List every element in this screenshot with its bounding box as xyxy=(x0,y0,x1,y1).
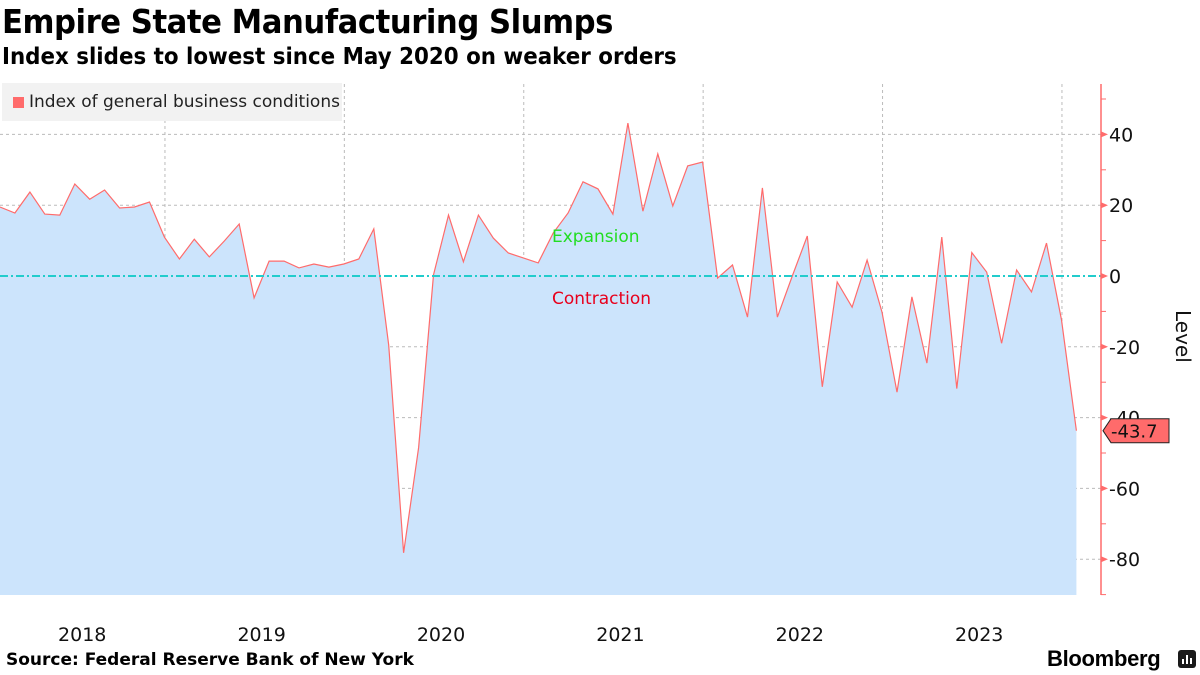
last-value-label-background xyxy=(1102,418,1170,444)
x-tick-label: 2021 xyxy=(596,624,644,646)
y-axis-title: Level xyxy=(1171,310,1195,363)
x-tick-label: 2022 xyxy=(776,624,824,646)
legend: Index of general business conditions xyxy=(2,83,342,121)
x-tick-label: 2018 xyxy=(58,624,106,646)
y-tick-label: 20 xyxy=(1109,195,1133,217)
y-tick-marker xyxy=(1101,556,1108,563)
last-value-label-text: -43.7 xyxy=(1111,422,1158,443)
y-tick-marker xyxy=(1101,485,1108,492)
legend-label: Index of general business conditions xyxy=(29,92,340,112)
y-tick-marker xyxy=(1101,131,1108,138)
area-layer xyxy=(0,122,1077,595)
x-tick-label: 2019 xyxy=(237,624,285,646)
y-tick-marker xyxy=(1101,343,1108,350)
source-note: Source: Federal Reserve Bank of New York xyxy=(6,650,414,670)
x-tick-label: 2023 xyxy=(955,624,1003,646)
y-tick-label: 0 xyxy=(1109,266,1121,288)
brand-logo: Bloomberg xyxy=(1047,646,1161,671)
x-tick-label: 2020 xyxy=(417,624,465,646)
legend-swatch xyxy=(13,97,24,108)
series-area xyxy=(0,123,1077,595)
y-tick-marker xyxy=(1101,202,1108,209)
y-tick-marker xyxy=(1101,273,1108,279)
y-tick-marker xyxy=(1101,414,1108,421)
bloomberg-chart-icon xyxy=(1178,650,1196,668)
last-value-label: -43.7 xyxy=(1102,418,1170,444)
y-tick-label: -60 xyxy=(1109,478,1140,500)
chart-title: Empire State Manufacturing Slumps xyxy=(2,2,613,41)
y-tick-label: 40 xyxy=(1109,124,1133,146)
x-axis-labels: 2018 2019 2020 2021 2022 2023 xyxy=(58,624,1003,646)
y-tick-label: -20 xyxy=(1109,337,1140,359)
chart-subtitle: Index slides to lowest since May 2020 on… xyxy=(2,44,677,70)
y-tick-label: -80 xyxy=(1109,549,1140,571)
annotation-expansion: Expansion xyxy=(552,227,640,247)
annotation-contraction: Contraction xyxy=(552,289,651,309)
